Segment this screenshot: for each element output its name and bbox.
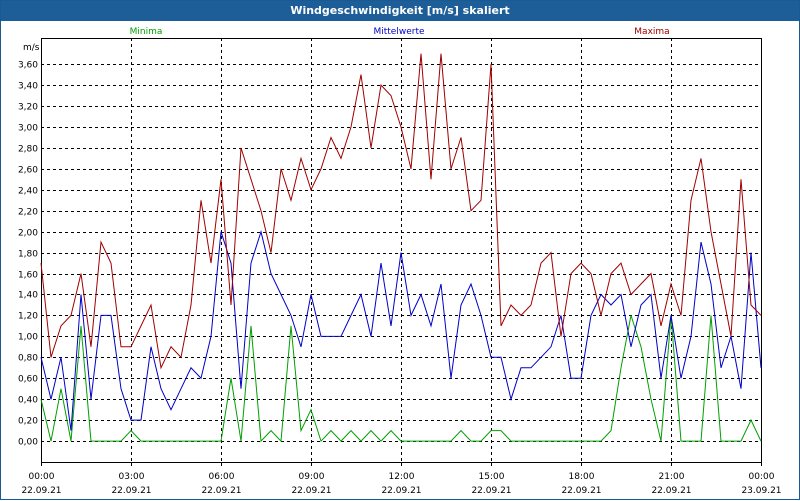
x-tick-time: 09:00 [299,472,325,482]
y-tick-label: 3,00 [18,124,38,134]
y-tick-label: 0,80 [18,354,38,364]
y-tick-label: 3,20 [18,103,38,113]
x-tick-time: 15:00 [479,472,505,482]
series-line-maxima [40,53,762,370]
y-tick-label: 2,00 [18,229,38,239]
window-title: Windgeschwindigkeit [m/s] skaliert [1,1,799,21]
y-tick-label: 1,80 [18,250,38,260]
y-tick-labels: 0,00 0,20 0,40 0,60 0,80 1,00 1,20 1,40 1,60 1,80… [18,61,38,448]
x-tick-time: 18:00 [569,472,595,482]
x-tick-time: 06:00 [209,472,235,482]
x-tick-time: 00:00 [29,472,55,482]
y-tick-label: 1,60 [18,271,38,281]
y-tick-label: 2,60 [18,166,38,176]
chart-grid [41,38,762,462]
y-tick-label: 1,20 [18,312,38,322]
plot-frame [41,38,762,463]
x-tick-date: 22.09.21 [21,486,61,496]
y-tick-label: 1,40 [18,291,38,301]
x-tick-date: 22.09.21 [471,486,511,496]
y-tick-label: 0,20 [18,417,38,427]
y-tick-label: 2,80 [18,145,38,155]
x-tick-date: 22.09.21 [291,486,331,496]
legend-maxima: Maxima [634,27,669,37]
y-tick-label: 0,00 [18,438,38,448]
series-line-mittelwerte [40,229,762,431]
x-tick-date: 22.09.21 [381,486,421,496]
y-tick-label: 0,60 [18,375,38,385]
y-tick-label: 1,00 [18,333,38,343]
y-tick-label: 3,60 [18,61,38,71]
x-tick-time: 21:00 [659,472,685,482]
legend-mittelwerte: Mittelwerte [373,27,424,37]
x-tick-time: 00:00 [749,472,775,482]
y-tick-label: 2,40 [18,187,38,197]
x-tick-date: 23.09.21 [741,486,781,496]
x-tick-date: 22.09.21 [651,486,691,496]
y-tick-label: 2,20 [18,208,38,218]
y-tick-label: 3,40 [18,82,38,92]
legend-minima: Minima [130,27,163,37]
series-line-minima [40,315,762,443]
y-tick-label: 0,40 [18,396,38,406]
x-tick-time: 12:00 [389,472,415,482]
x-tick-date: 22.09.21 [201,486,241,496]
x-tick-date: 22.09.21 [111,486,151,496]
x-tick-date: 22.09.21 [561,486,601,496]
x-tick-time: 03:00 [119,472,145,482]
x-tick-labels: 00:00 22.09.21 03:00 22.09.21 06:00 22.09.21 0… [21,472,781,496]
chart-legend: Minima Mittelwerte Maxima [130,27,670,37]
chart-axes [41,38,762,466]
chart-series [40,53,762,443]
y-axis-unit: m/s [23,43,40,53]
